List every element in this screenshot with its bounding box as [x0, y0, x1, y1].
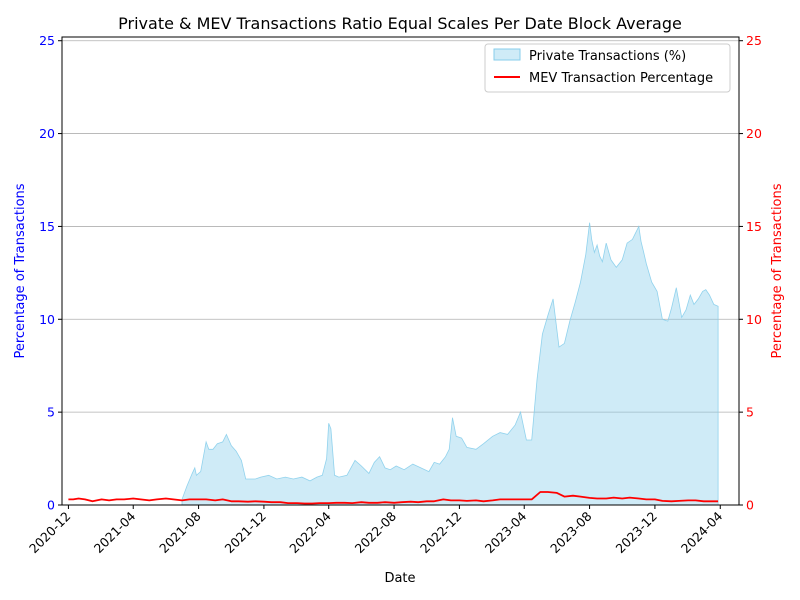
right-y-axis-ticks: 0 5 10 15 20 25	[739, 33, 762, 513]
left-y-tick-label: 25	[39, 33, 55, 48]
legend-area-swatch	[493, 48, 521, 61]
legend-box	[484, 43, 731, 93]
legend: Private Transactions (%) MEV Transaction…	[484, 43, 731, 93]
right-y-axis-label: Percentage of Transactions	[770, 183, 785, 358]
left-y-axis-label: Percentage of Transactions	[13, 183, 28, 358]
legend-label-mev: MEV Transaction Percentage	[529, 71, 713, 86]
right-y-tick-label: 25	[746, 33, 762, 48]
left-y-tick-label: 5	[47, 405, 55, 420]
mev-transactions-line-layer	[68, 491, 719, 505]
left-y-tick-label: 0	[47, 498, 55, 513]
x-axis-label: Date	[384, 571, 415, 586]
private-transactions-area-layer	[181, 222, 719, 506]
legend-label-private: Private Transactions (%)	[529, 49, 686, 64]
right-y-tick-label: 15	[746, 219, 762, 234]
right-y-tick-label: 5	[746, 405, 754, 420]
chart-title: Private & MEV Transactions Ratio Equal S…	[118, 14, 682, 33]
left-y-axis-ticks: 0 5 10 15 20 25	[39, 33, 62, 513]
left-y-tick-label: 15	[39, 219, 55, 234]
mev-transactions-line	[68, 491, 719, 505]
horizontal-gridlines	[62, 40, 739, 413]
right-y-tick-label: 0	[746, 498, 754, 513]
private-transactions-area	[181, 222, 719, 506]
plot-frame	[61, 36, 740, 506]
left-y-tick-label: 10	[39, 312, 55, 327]
left-y-tick-label: 20	[39, 126, 55, 141]
right-y-tick-label: 20	[746, 126, 762, 141]
right-y-tick-label: 10	[746, 312, 762, 327]
